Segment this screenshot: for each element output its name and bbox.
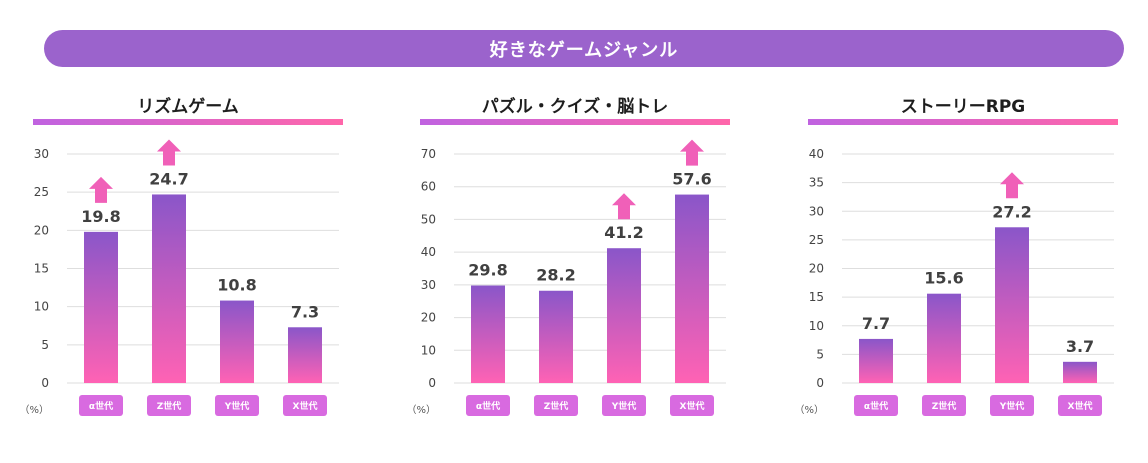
bar [675, 194, 709, 383]
title-underline [808, 119, 1118, 125]
y-tick-label: 5 [41, 338, 49, 352]
title-underline [33, 119, 343, 125]
category-label: Y世代 [999, 400, 1025, 412]
bar [471, 285, 505, 383]
y-tick-label: 10 [421, 343, 436, 357]
y-tick-label: 20 [809, 262, 824, 276]
y-tick-label: 50 [421, 212, 436, 226]
category-label: α世代 [476, 400, 500, 412]
category-badge [466, 395, 510, 416]
bar-value-label: 3.7 [1066, 337, 1094, 356]
y-tick-label: 0 [41, 376, 49, 390]
up-arrow-icon [680, 139, 704, 166]
bar-value-label: 19.8 [81, 207, 120, 226]
bar [152, 194, 186, 383]
category-label: α世代 [864, 400, 888, 412]
y-tick-label: 25 [809, 233, 824, 247]
category-label: Z世代 [544, 400, 569, 412]
y-unit-label: （%） [406, 404, 436, 416]
bar-value-label: 57.6 [672, 170, 711, 189]
y-tick-label: 25 [34, 185, 49, 199]
y-tick-label: 40 [809, 147, 824, 161]
bar-value-label: 7.7 [862, 314, 890, 333]
bar-value-label: 10.8 [217, 276, 256, 295]
y-tick-label: 40 [421, 245, 436, 259]
category-label: α世代 [89, 400, 113, 412]
y-tick-label: 20 [34, 223, 49, 237]
bar-value-label: 7.3 [291, 302, 319, 321]
y-tick-label: 70 [421, 147, 436, 161]
y-tick-label: 15 [809, 290, 824, 304]
bar-value-label: 29.8 [468, 261, 507, 280]
y-unit-label: （%） [19, 404, 49, 416]
bar [607, 248, 641, 383]
category-label: Z世代 [157, 400, 182, 412]
y-tick-label: 5 [816, 347, 824, 361]
category-badge [147, 395, 191, 416]
category-label: X世代 [293, 400, 318, 412]
bar-chart-story-rpg: 0 5 10 15 20 25 30 35 40 （%） 7.7 α世代 15.6 Z世代 27.2 Y世代 3… [794, 147, 1114, 416]
category-badge [215, 395, 259, 416]
y-tick-label: 30 [809, 204, 824, 218]
chart-panel-rhythm: リズムゲーム 0 5 10 15 20 25 30 （%） 19.8 α世代 24.7 Z世代 10.8… [19, 88, 343, 448]
bar [84, 231, 118, 383]
bar [859, 338, 893, 383]
y-tick-label: 15 [34, 262, 49, 276]
category-label: Y世代 [611, 400, 637, 412]
bar [539, 290, 573, 383]
up-arrow-icon [1000, 172, 1024, 199]
y-tick-label: 30 [34, 147, 49, 161]
category-badge [990, 395, 1034, 416]
bar [995, 227, 1029, 383]
bar-value-label: 28.2 [536, 266, 575, 285]
bar-chart-rhythm: 0 5 10 15 20 25 30 （%） 19.8 α世代 24.7 Z世代 10.8 Y世代 7.3 X… [19, 139, 339, 416]
category-badge [602, 395, 646, 416]
chart-panel-story-rpg: ストーリーRPG 0 5 10 15 20 25 30 35 40 （%） 7.7 α世代 15.6 Z世… [794, 88, 1118, 448]
category-badge [534, 395, 578, 416]
category-badge [854, 395, 898, 416]
title-banner: 好きなゲームジャンル [44, 30, 1124, 67]
category-label: X世代 [1068, 400, 1093, 412]
bar [927, 293, 961, 383]
y-tick-label: 0 [816, 376, 824, 390]
category-badge [922, 395, 966, 416]
chart-panel-puzzle: パズル・クイズ・脳トレ 0 10 20 30 40 50 60 70 （%） 29.8 α世代 28.… [406, 88, 730, 448]
chart-title: パズル・クイズ・脳トレ [481, 97, 669, 117]
up-arrow-icon [157, 139, 181, 166]
up-arrow-icon [612, 193, 636, 220]
bar-chart-puzzle: 0 10 20 30 40 50 60 70 （%） 29.8 α世代 28.2 Z世代 41.2 Y世代 5… [406, 139, 726, 416]
up-arrow-icon [89, 176, 113, 203]
y-tick-label: 10 [809, 319, 824, 333]
bar-value-label: 41.2 [604, 223, 643, 242]
y-tick-label: 20 [421, 311, 436, 325]
bar-value-label: 27.2 [992, 202, 1031, 221]
bar [288, 327, 322, 383]
category-label: Z世代 [932, 400, 957, 412]
bar [1063, 361, 1097, 383]
bar-value-label: 24.7 [149, 169, 188, 188]
category-badge [283, 395, 327, 416]
page-title: 好きなゲームジャンル [489, 39, 679, 61]
y-tick-label: 10 [34, 300, 49, 314]
bar-value-label: 15.6 [924, 269, 963, 288]
category-badge [670, 395, 714, 416]
bar [220, 300, 254, 383]
category-label: X世代 [680, 400, 705, 412]
y-tick-label: 60 [421, 180, 436, 194]
category-badge [1058, 395, 1102, 416]
y-unit-label: （%） [794, 404, 824, 416]
y-tick-label: 30 [421, 278, 436, 292]
chart-title: リズムゲーム [137, 97, 239, 117]
category-label: Y世代 [224, 400, 250, 412]
chart-title: ストーリーRPG [900, 97, 1026, 117]
title-underline [420, 119, 730, 125]
category-badge [79, 395, 123, 416]
y-tick-label: 35 [809, 176, 824, 190]
y-tick-label: 0 [428, 376, 436, 390]
